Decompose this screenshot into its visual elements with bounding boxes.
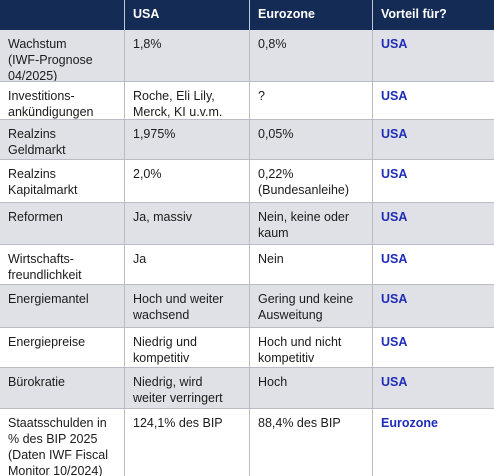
criterion-cell: Staatsschulden in % des BIP 2025 (Daten … [8, 416, 109, 476]
criterion-cell: Realzins Geldmarkt [8, 127, 66, 157]
header-cell-usa: USA [124, 0, 249, 30]
advantage-cell: Eurozone [372, 409, 494, 476]
usa-cell: Ja [124, 245, 249, 285]
table-row: Energiepreise Niedrig und kompetitiv Hoc… [0, 328, 494, 368]
eurozone-cell: 0,22% (Bundesanleihe) [249, 160, 372, 203]
usa-cell: 1,975% [124, 120, 249, 160]
advantage-cell: USA [372, 160, 494, 203]
table-header: USA Eurozone Vorteil für? [0, 0, 494, 30]
advantage-cell: USA [372, 328, 494, 368]
criterion-cell: Bürokratie [8, 375, 65, 389]
row-divider [0, 367, 494, 368]
row-divider [0, 159, 494, 160]
row-divider [0, 408, 494, 409]
header-cell-eurozone: Eurozone [249, 0, 372, 30]
eurozone-cell: 88,4% des BIP [249, 409, 372, 476]
advantage-cell: USA [372, 368, 494, 409]
row-divider [0, 81, 494, 82]
advantage-cell: USA [372, 30, 494, 82]
advantage-cell: USA [372, 245, 494, 285]
criterion-cell: Realzins Kapitalmarkt [8, 167, 78, 197]
row-divider [0, 202, 494, 203]
usa-cell: Hoch und weiter wachsend [124, 285, 249, 328]
eurozone-cell: Hoch [249, 368, 372, 409]
eurozone-cell: Nein, keine oder kaum [249, 203, 372, 245]
criterion-cell: Energiepreise [8, 335, 86, 349]
table-row: Realzins Geldmarkt 1,975% 0,05% USA [0, 120, 494, 160]
usa-cell: Roche, Eli Lily, Merck, KI u.v.m. [124, 82, 249, 120]
criterion-cell: Investitions- ankündigungen [8, 89, 94, 119]
row-divider [0, 244, 494, 245]
advantage-cell: USA [372, 120, 494, 160]
criterion-cell: Reformen [8, 210, 63, 224]
table-row: Reformen Ja, massiv Nein, keine oder kau… [0, 203, 494, 245]
table-row: Realzins Kapitalmarkt 2,0% 0,22% (Bundes… [0, 160, 494, 203]
usa-cell: 1,8% [124, 30, 249, 82]
row-divider [0, 119, 494, 120]
criterion-cell: Wirtschafts- freundlichkeit [8, 252, 82, 282]
eurozone-cell: ? [249, 82, 372, 120]
eurozone-cell: Gering und keine Ausweitung [249, 285, 372, 328]
usa-cell: Niedrig, wird weiter verringert [124, 368, 249, 409]
eurozone-cell: Hoch und nicht kompetitiv [249, 328, 372, 368]
advantage-cell: USA [372, 203, 494, 245]
criterion-cell: Wachstum (IWF-Prognose 04/2025) [8, 37, 93, 82]
header-cell-advantage: Vorteil für? [372, 0, 494, 30]
table-row: Energiemantel Hoch und weiter wachsend G… [0, 285, 494, 328]
usa-cell: Niedrig und kompetitiv [124, 328, 249, 368]
header-cell-criterion [0, 0, 124, 30]
eurozone-cell: 0,05% [249, 120, 372, 160]
criterion-cell: Energiemantel [8, 292, 89, 306]
usa-cell: 124,1% des BIP [124, 409, 249, 476]
eurozone-cell: Nein [249, 245, 372, 285]
table-row: Wachstum (IWF-Prognose 04/2025) 1,8% 0,8… [0, 30, 494, 82]
table-row: Wirtschafts- freundlichkeit Ja Nein USA [0, 245, 494, 285]
advantage-cell: USA [372, 82, 494, 120]
advantage-cell: USA [372, 285, 494, 328]
table-row: Investitions- ankündigungen Roche, Eli L… [0, 82, 494, 120]
row-divider [0, 327, 494, 328]
table-row: Bürokratie Niedrig, wird weiter verringe… [0, 368, 494, 409]
usa-cell: Ja, massiv [124, 203, 249, 245]
row-divider [0, 284, 494, 285]
eurozone-cell: 0,8% [249, 30, 372, 82]
usa-cell: 2,0% [124, 160, 249, 203]
table-row: Staatsschulden in % des BIP 2025 (Daten … [0, 409, 494, 476]
